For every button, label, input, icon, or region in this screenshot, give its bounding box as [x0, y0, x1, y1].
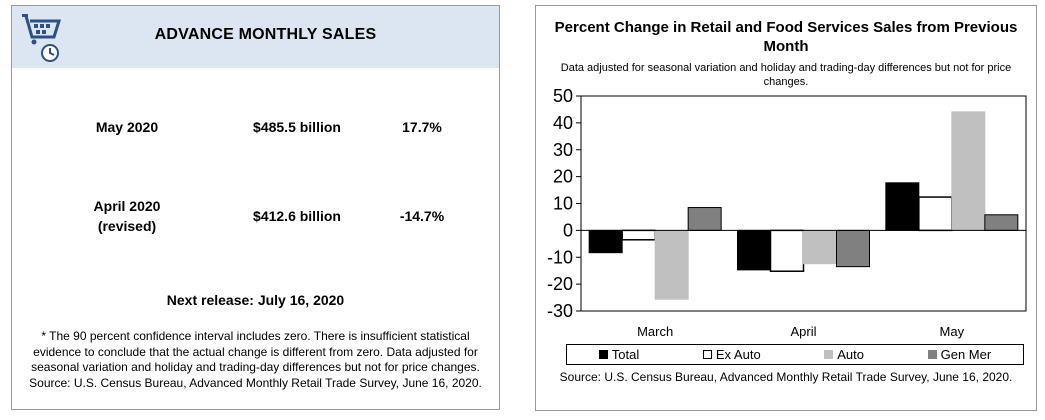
- legend-swatch: [927, 350, 937, 359]
- legend-item: Auto: [824, 347, 864, 362]
- period-label-line2: (revised): [97, 218, 157, 234]
- y-tick-label: -30: [547, 301, 573, 321]
- next-release-date: Next release: July 16, 2020: [166, 292, 345, 308]
- legend-swatch: [824, 350, 834, 359]
- chart-title: Percent Change in Retail and Food Servic…: [554, 19, 1018, 55]
- bar-total-may: [885, 182, 920, 231]
- legend-item: Ex Auto: [702, 347, 761, 362]
- period-label: April 2020 (revised): [67, 196, 187, 236]
- y-tick-label: 30: [553, 140, 573, 160]
- legend-swatch: [598, 350, 608, 359]
- panel-title: ADVANCE MONTHLY SALES: [154, 26, 377, 43]
- bar-auto-may: [951, 111, 986, 231]
- x-category-label: May: [940, 324, 965, 339]
- chart-source: Source: U.S. Census Bureau, Advanced Mon…: [559, 370, 1013, 384]
- bar-total-april: [737, 229, 771, 271]
- bar-auto-april: [803, 229, 837, 265]
- y-tick-label: 10: [553, 194, 573, 214]
- sales-value: $485.5 billion: [253, 119, 341, 135]
- x-category-label: March: [637, 324, 673, 339]
- legend-label: Gen Mer: [940, 347, 992, 362]
- bar-ex-auto-may: [918, 196, 953, 232]
- x-category-label: April: [790, 324, 816, 339]
- sales-value: $412.6 billion: [253, 208, 341, 224]
- footnote: * The 90 percent confidence interval inc…: [29, 329, 482, 390]
- bar-gen-mer-march: [687, 207, 722, 231]
- legend-swatch: [702, 350, 712, 359]
- bar-gen-mer-may: [984, 214, 1019, 231]
- bar-chart: -30 -20 -10 0 10 20 30 40 50 March April May: [547, 86, 1027, 339]
- legend-item: Gen Mer: [927, 347, 992, 362]
- y-tick-label: 20: [553, 167, 573, 187]
- legend-label: Auto: [837, 347, 865, 362]
- bar-total-march: [588, 229, 623, 254]
- legend-label: Ex Auto: [715, 347, 761, 362]
- y-tick-label: 40: [553, 113, 573, 133]
- chart-legend: Total Ex Auto Auto Gen Mer: [566, 344, 1024, 365]
- bar-ex-auto-march: [621, 229, 656, 241]
- percent-change: -14.7%: [399, 208, 445, 224]
- period-label: May 2020: [95, 119, 159, 135]
- percent-change: 17.7%: [402, 119, 442, 135]
- advance-monthly-sales-panel: ADVANCE MONTHLY SALES May 2020 $485.5 bi…: [11, 5, 500, 410]
- bar-ex-auto-april: [769, 229, 805, 272]
- panel-header: ADVANCE MONTHLY SALES: [12, 6, 499, 68]
- y-tick-label: 0: [563, 220, 573, 240]
- bar-gen-mer-april: [836, 229, 870, 268]
- shopping-cart-clock-icon: [22, 14, 62, 62]
- legend-label: Total: [611, 347, 640, 362]
- y-tick-label: -20: [547, 274, 573, 294]
- y-tick-label: 50: [553, 86, 573, 106]
- legend-item: Total: [598, 347, 640, 362]
- chart-subtitle: Data adjusted for seasonal variation and…: [560, 62, 1012, 88]
- period-label-line1: April 2020: [93, 198, 161, 214]
- chart-panel: -30 -20 -10 0 10 20 30 40 50 March April May Percen…: [535, 5, 1037, 411]
- y-tick-label: -10: [547, 247, 573, 267]
- bar-auto-march: [654, 229, 689, 300]
